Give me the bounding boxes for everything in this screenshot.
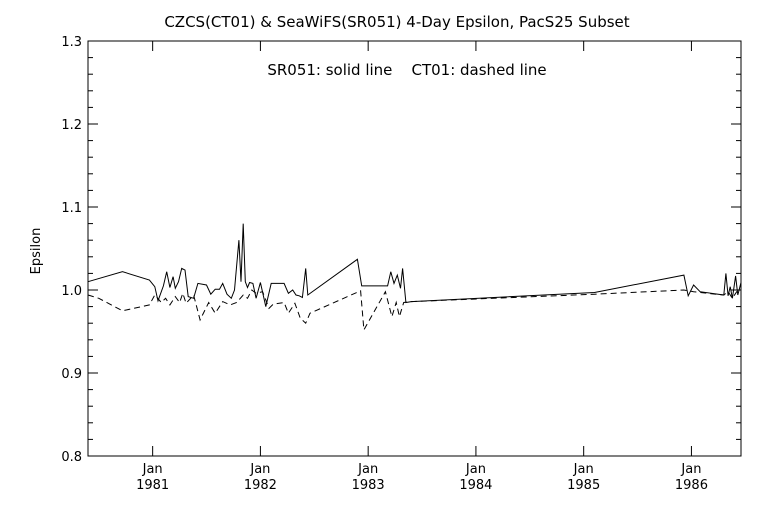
x-tick-year: 1986 [675,478,708,493]
x-tick-month: Jan [249,462,270,477]
x-tick-month: Jan [573,462,594,477]
y-tick-label: 1.3 [61,35,82,50]
y-tick-label: 0.8 [61,450,82,465]
y-tick-label: 1.0 [61,284,82,299]
x-tick-month: Jan [465,462,486,477]
x-tick-year: 1983 [352,478,385,493]
x-tick-year: 1984 [459,478,492,493]
y-tick-label: 1.1 [61,201,82,216]
x-tick-month: Jan [142,462,163,477]
x-tick-month: Jan [680,462,701,477]
y-tick-label: 0.9 [61,367,82,382]
series-line-sr051 [87,223,742,307]
x-tick-year: 1981 [136,478,169,493]
plot-frame [87,40,742,457]
series-annotation: SR051: solid line CT01: dashed line [267,61,546,79]
x-tick-year: 1982 [244,478,277,493]
x-tick-year: 1985 [567,478,600,493]
y-tick-label: 1.2 [61,118,82,133]
series-line-ct01 [87,289,742,332]
y-axis-label: Epsilon [29,228,44,275]
chart-title: CZCS(CT01) & SeaWiFS(SR051) 4-Day Epsilo… [164,13,629,31]
x-tick-month: Jan [357,462,378,477]
